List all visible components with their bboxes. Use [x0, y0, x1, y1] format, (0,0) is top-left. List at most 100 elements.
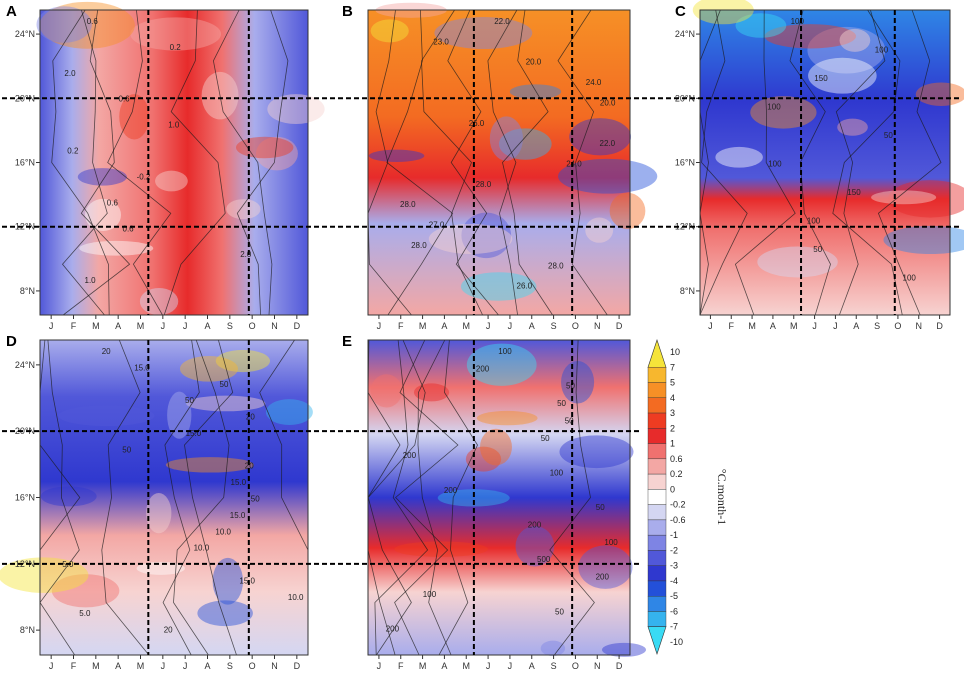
colorbar-level-label: -1	[670, 530, 678, 540]
colorbar-segment	[647, 473, 667, 490]
contour-line	[502, 9, 553, 316]
panel-B: 22.0 23.0 20.0 24.0 20.0 26.0 22.0 24.0 28.0 28.0…	[342, 2, 658, 331]
heatmap-patch	[39, 1, 135, 49]
x-tick-label: O	[249, 661, 256, 671]
heatmap-patch	[460, 272, 537, 301]
x-tick-label: O	[249, 321, 256, 331]
x-tick-label: M	[92, 321, 100, 331]
heatmap-patch	[51, 574, 120, 608]
x-tick-label: F	[398, 321, 404, 331]
heatmap-patch	[839, 28, 871, 52]
x-tick-label: M	[419, 661, 427, 671]
x-tick-label: J	[508, 661, 513, 671]
contour-line	[62, 9, 131, 316]
contour-label: 100	[807, 217, 821, 226]
y-tick-label: 24°N	[15, 360, 35, 370]
colorbar-segment	[647, 565, 667, 582]
panel-frame	[367, 339, 631, 656]
x-tick-label: N	[271, 661, 278, 671]
x-tick-label: S	[551, 321, 557, 331]
contour-label: 5.0	[79, 609, 91, 618]
contour-line	[107, 9, 172, 316]
contour-label: 22.0	[600, 139, 616, 148]
heatmap-patch	[888, 180, 964, 218]
contour-label: 50	[541, 434, 550, 443]
heatmap-patch	[515, 526, 555, 567]
heatmap-patch	[558, 158, 658, 194]
contour-line	[438, 339, 478, 656]
contour-line	[447, 9, 499, 316]
x-tick-label: M	[419, 321, 427, 331]
contour-label: 28.0	[411, 241, 427, 250]
heatmap-patch	[466, 343, 537, 386]
heatmap-patch	[476, 410, 538, 426]
heatmap-patch	[489, 116, 523, 161]
x-tick-label: N	[916, 321, 923, 331]
contour-line	[236, 9, 289, 316]
contour-label: 200	[476, 364, 490, 373]
contour-label: 200	[528, 521, 542, 530]
panel-label: B	[342, 3, 353, 20]
colorbar-segment	[647, 534, 667, 551]
panel-E: 1002005050505020010020050200100500200100…	[342, 333, 647, 671]
heatmap-patch	[0, 557, 89, 593]
x-tick-label: A	[529, 321, 535, 331]
colorbar-level-label: 2	[670, 423, 675, 433]
heatmap-patch	[808, 57, 877, 94]
contour-line	[163, 9, 226, 316]
contour-label: 28.0	[476, 180, 492, 189]
x-tick-label: A	[853, 321, 859, 331]
contour-line	[549, 339, 595, 656]
contour-label: 200	[596, 573, 610, 582]
contour-label: -0.2	[137, 173, 151, 182]
contour-label: 100	[903, 274, 917, 283]
x-tick-label: D	[936, 321, 943, 331]
x-tick-label: O	[572, 321, 579, 331]
heatmap-patch	[764, 24, 857, 49]
contour-line	[212, 9, 273, 316]
x-tick-label: M	[137, 321, 145, 331]
heatmap-patch	[368, 149, 425, 162]
colorbar-segment	[647, 580, 667, 597]
contour-label: 100	[604, 538, 618, 547]
contour-line	[699, 9, 748, 316]
colorbar-level-label: -10	[670, 637, 683, 647]
x-tick-label: F	[71, 661, 77, 671]
heatmap-patch	[265, 399, 313, 426]
heatmap-patch	[413, 383, 450, 402]
x-tick-label: D	[616, 661, 623, 671]
colorbar-level-label: -6	[670, 606, 678, 616]
y-tick-label: 12°N	[15, 222, 35, 232]
contour-label: 0.6	[87, 17, 99, 26]
colorbar-level-label: 5	[670, 378, 675, 388]
x-tick-label: A	[115, 661, 121, 671]
contour-label: 150	[847, 188, 861, 197]
heatmap-patch	[179, 355, 238, 382]
contour-label: 50	[251, 495, 260, 504]
panel-frame	[367, 9, 631, 316]
heatmap-patch	[84, 198, 122, 232]
contour-label: 27.0	[429, 221, 445, 230]
contour-label: 0.2	[170, 43, 182, 52]
colorbar-segment	[647, 382, 667, 398]
y-tick-label: 8°N	[20, 286, 35, 296]
contour-label: 1.0	[85, 276, 97, 285]
x-tick-label: M	[92, 661, 100, 671]
heatmap-patch	[370, 19, 409, 43]
x-tick-label: M	[463, 321, 471, 331]
contour-label: 20.0	[600, 98, 616, 107]
contour-label: 50	[555, 607, 564, 616]
contour-line	[386, 9, 454, 316]
contour-label: 10.0	[215, 527, 231, 536]
x-tick-label: J	[708, 321, 713, 331]
x-tick-label: D	[294, 661, 301, 671]
contour-label: 100	[767, 103, 781, 112]
colorbar-top-arrow	[647, 339, 667, 368]
contour-label: 0.6	[123, 224, 135, 233]
x-tick-label: F	[729, 321, 735, 331]
contour-label: 15.0	[230, 511, 246, 520]
x-tick-label: D	[616, 321, 623, 331]
x-tick-label: J	[833, 321, 838, 331]
contour-label: 28.0	[400, 200, 416, 209]
heatmap-patch	[155, 170, 188, 192]
